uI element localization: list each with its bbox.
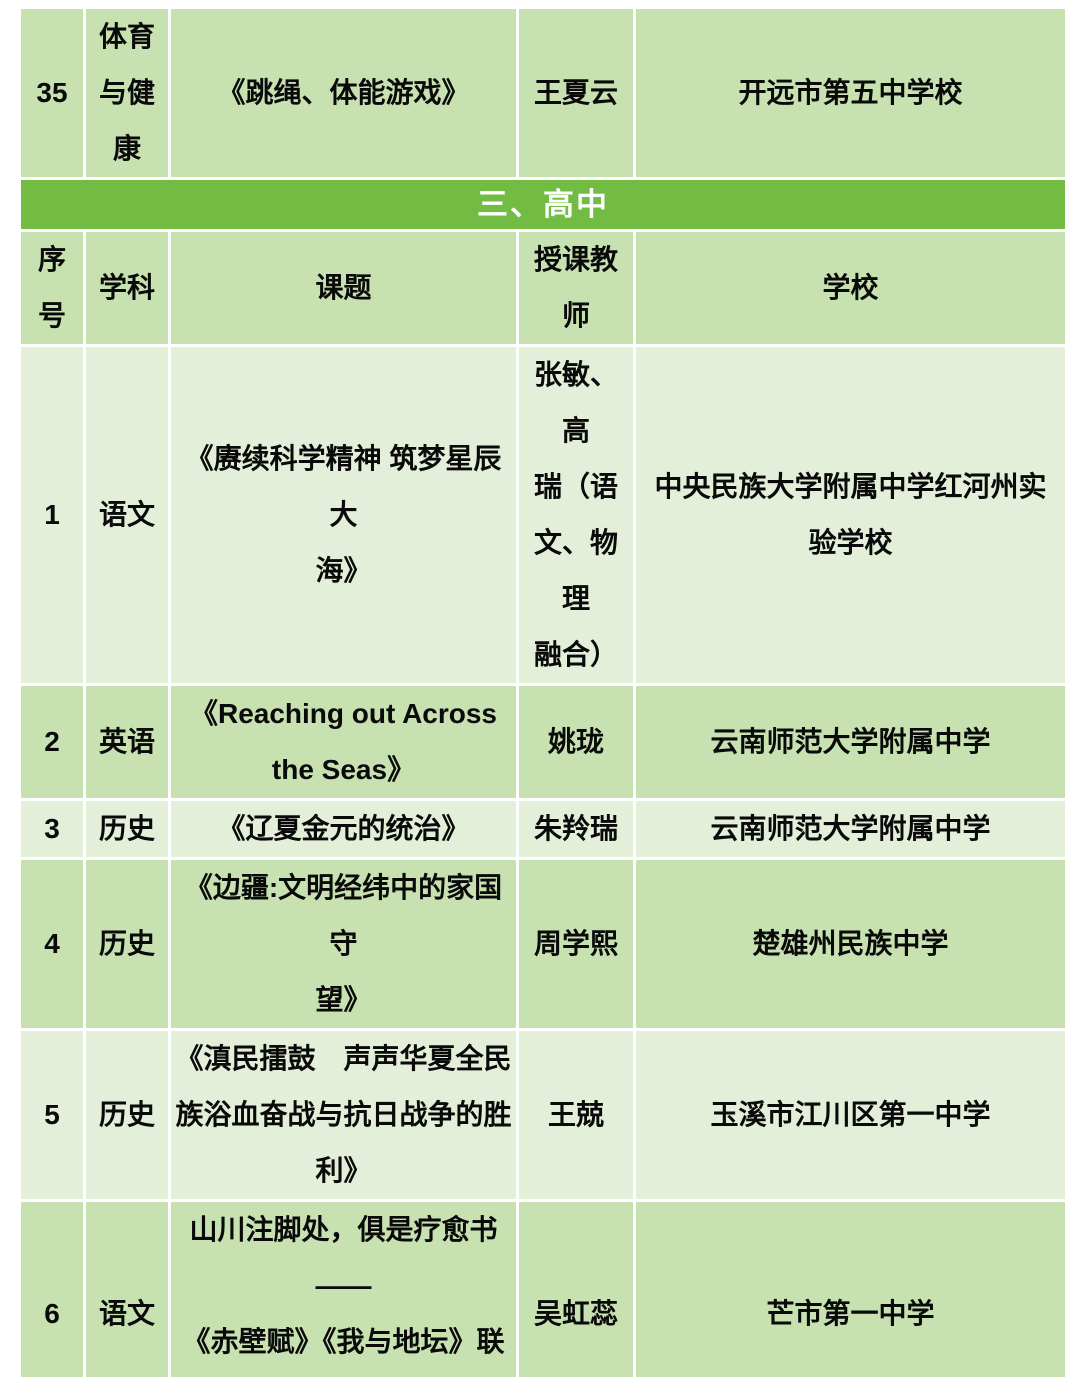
cell-teacher: 姚珑 (516, 683, 636, 801)
table-row: 1 语文 《赓续科学精神 筑梦星辰大 海》 张敏、高 瑞（语 文、物理 融合） … (18, 344, 1068, 686)
table-row: 3 历史 《辽夏金元的统治》 朱羚瑞 云南师范大学附属中学 (18, 798, 1068, 860)
col-header-subject: 学科 (83, 229, 171, 347)
cell-school: 开远市第五中学校 (633, 6, 1068, 180)
cell-title: 《辽夏金元的统治》 (168, 798, 519, 860)
cell-no: 1 (18, 344, 86, 686)
header-row: 序 号 学科 课题 授课教 师 学校 (18, 229, 1068, 347)
cell-teacher: 王夏云 (516, 6, 636, 180)
cell-subject: 历史 (83, 1028, 171, 1202)
cell-teacher: 朱羚瑞 (516, 798, 636, 860)
cell-teacher: 周学熙 (516, 857, 636, 1031)
cell-school: 中央民族大学附属中学红河州实 验学校 (633, 344, 1068, 686)
cell-title: 《Reaching out Across the Seas》 (168, 683, 519, 801)
cell-no: 2 (18, 683, 86, 801)
cell-subject: 历史 (83, 798, 171, 860)
cell-subject: 语文 (83, 344, 171, 686)
section-title: 三、高中 (18, 177, 1068, 232)
cell-school: 玉溪市江川区第一中学 (633, 1028, 1068, 1202)
cell-school: 云南师范大学附属中学 (633, 798, 1068, 860)
cell-no: 6 (18, 1199, 86, 1377)
col-header-teacher: 授课教 师 (516, 229, 636, 347)
table-row-prev-35: 35 体育 与健 康 《跳绳、体能游戏》 王夏云 开远市第五中学校 (18, 6, 1068, 180)
table-row: 6 语文 山川注脚处，俱是疗愈书—— 《赤壁赋》《我与地坛》联读 吴虹蕊 芒市第… (18, 1199, 1068, 1377)
cell-subject: 体育 与健 康 (83, 6, 171, 180)
cell-teacher: 王兢 (516, 1028, 636, 1202)
cell-subject: 历史 (83, 857, 171, 1031)
results-table: 35 体育 与健 康 《跳绳、体能游戏》 王夏云 开远市第五中学校 三、高中 序… (18, 6, 1068, 1377)
cell-title: 《滇民擂鼓 声声华夏全民 族浴血奋战与抗日战争的胜 利》 (168, 1028, 519, 1202)
cell-title: 《边疆:文明经纬中的家国守 望》 (168, 857, 519, 1031)
col-header-school: 学校 (633, 229, 1068, 347)
cell-subject: 英语 (83, 683, 171, 801)
col-header-title: 课题 (168, 229, 519, 347)
cell-no: 4 (18, 857, 86, 1031)
cell-title: 《跳绳、体能游戏》 (168, 6, 519, 180)
cell-school: 楚雄州民族中学 (633, 857, 1068, 1031)
table-row: 2 英语 《Reaching out Across the Seas》 姚珑 云… (18, 683, 1068, 801)
col-header-no: 序 号 (18, 229, 86, 347)
cell-school: 云南师范大学附属中学 (633, 683, 1068, 801)
section-band: 三、高中 (18, 177, 1068, 232)
cell-no: 5 (18, 1028, 86, 1202)
cell-title: 山川注脚处，俱是疗愈书—— 《赤壁赋》《我与地坛》联读 (168, 1199, 519, 1377)
cell-teacher: 吴虹蕊 (516, 1199, 636, 1377)
cell-title: 《赓续科学精神 筑梦星辰大 海》 (168, 344, 519, 686)
cell-school: 芒市第一中学 (633, 1199, 1068, 1377)
cell-teacher: 张敏、高 瑞（语 文、物理 融合） (516, 344, 636, 686)
cell-no: 3 (18, 798, 86, 860)
table-row: 4 历史 《边疆:文明经纬中的家国守 望》 周学熙 楚雄州民族中学 (18, 857, 1068, 1031)
table-row: 5 历史 《滇民擂鼓 声声华夏全民 族浴血奋战与抗日战争的胜 利》 王兢 玉溪市… (18, 1028, 1068, 1202)
cell-subject: 语文 (83, 1199, 171, 1377)
cell-no: 35 (18, 6, 86, 180)
